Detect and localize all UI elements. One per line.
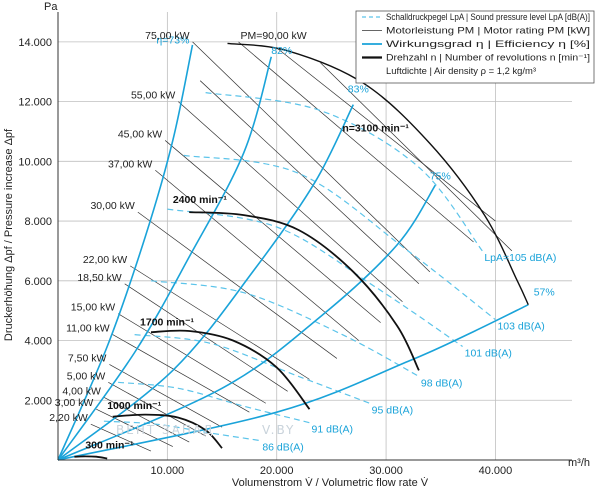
speed-label-3: 2400 min⁻¹: [173, 194, 227, 206]
power-label-11: 5,00 kW: [67, 370, 106, 382]
y-tick-label-0: 2.000: [24, 395, 52, 407]
efficiency-curve-0: [57, 44, 194, 461]
power-label-14: 2,20 kW: [49, 412, 88, 424]
legend-entry-4: Luftdichte | Air density ρ = 1,2 kg/m³: [386, 66, 536, 76]
efficiency-label-4: 57%: [534, 287, 555, 299]
efficiency-curves: [57, 44, 529, 461]
power-lines: [90, 41, 513, 452]
power-line-15: [276, 47, 496, 222]
power-line-2: [164, 140, 381, 323]
power-line-6: [124, 283, 288, 392]
sound-label-1: 103 dB(A): [497, 321, 544, 333]
y-tick-label-4: 10.000: [18, 156, 52, 168]
sound-label-0: LpA=105 dB(A): [484, 252, 556, 264]
efficiency-label-3: 75%: [430, 170, 451, 182]
power-line-8: [112, 334, 250, 413]
x-tick-label-1: 20.000: [260, 465, 294, 477]
power-line-17: [199, 80, 420, 285]
power-label-6: 22,00 kW: [83, 254, 127, 266]
power-line-4: [137, 211, 338, 359]
power-label-9: 11,00 kW: [66, 323, 110, 335]
x-tick-label-2: 30.000: [369, 465, 403, 477]
x-tick-label-0: 10.000: [151, 465, 185, 477]
power-label-7: 18,50 kW: [77, 272, 121, 284]
power-line-11: [103, 396, 190, 443]
y-tick-label-5: 12.000: [18, 97, 52, 109]
power-label-2: 55,00 kW: [131, 90, 175, 102]
efficiency-label-1: 82%: [271, 45, 292, 57]
speed-curves: [74, 42, 529, 460]
power-line-10: [108, 382, 206, 437]
speed-curve-1: [112, 413, 223, 449]
legend-entry-0: Schalldruckpegel LpA | Sound pressure le…: [386, 12, 590, 22]
axes: 10.000 20.000 30.000 40.000 2.000 4.000 6.000 8…: [18, 12, 572, 477]
sound-curve-1: [183, 154, 496, 321]
speed-curve-2: [150, 329, 311, 410]
power-label-3: 45,00 kW: [118, 128, 162, 140]
efficiency-curve-2: [57, 104, 355, 461]
speed-label-0: 300 min⁻¹: [85, 440, 134, 452]
sound-curve-6: [103, 420, 261, 442]
speed-label-4: n=3100 min⁻¹: [342, 122, 409, 134]
efficiency-curve-3: [57, 184, 436, 461]
y-tick-label-2: 6.000: [24, 276, 52, 288]
power-line-0: [192, 41, 431, 273]
sound-label-6: 86 dB(A): [262, 442, 303, 454]
power-line-1: [178, 101, 403, 302]
efficiency-curve-4: [57, 303, 529, 461]
power-line-16: [320, 62, 513, 252]
legend-entry-1: Motorleistung PM | Motor rating PM [kW]: [386, 26, 590, 36]
power-label-0: 75,00 kW: [145, 30, 189, 42]
watermark-2: V.BY: [262, 423, 295, 437]
y-tick-label-6: 14.000: [18, 37, 52, 49]
efficiency-label-0: η=73%: [156, 34, 189, 46]
x-tick-label-3: 40.000: [479, 465, 513, 477]
speed-curve-4: [227, 42, 529, 306]
power-label-12: 4,00 kW: [62, 385, 101, 397]
speed-curve-0: [74, 455, 108, 460]
power-label-13: 3,00 kW: [55, 397, 94, 409]
sound-label-5: 91 dB(A): [312, 424, 353, 436]
power-line-9: [109, 364, 223, 428]
sound-label-2: 101 dB(A): [465, 348, 512, 360]
sound-label-4: 95 dB(A): [372, 404, 413, 416]
efficiency-label-2: 83%: [348, 84, 369, 96]
y-unit: Pa: [44, 1, 58, 13]
legend-box: [355, 10, 595, 84]
labels: 300 min⁻¹ 1000 min⁻¹ 1700 min⁻¹ 2400 min⁻¹ n…: [49, 30, 556, 454]
power-label-10: 7,50 kW: [68, 352, 107, 364]
x-unit: m³/h: [568, 457, 590, 469]
y-axis-title: Druckerhöhung Δpf / Pressure increase Δp…: [3, 128, 15, 341]
power-label-5: 30,00 kW: [90, 200, 134, 212]
power-line-7: [117, 313, 266, 404]
efficiency-curve-1: [57, 56, 273, 461]
power-line-14: [238, 41, 474, 243]
speed-label-1: 1000 min⁻¹: [107, 400, 161, 412]
y-tick-label-3: 8.000: [24, 216, 52, 228]
speed-curve-3: [189, 211, 420, 371]
x-axis-title: Volumenstrom V̇ / Volumetric flow rate V…: [232, 476, 429, 489]
power-label-1: PM=90,00 kW: [240, 30, 306, 42]
y-tick-label-1: 4.000: [24, 336, 52, 348]
power-label-4: 37,00 kW: [108, 158, 152, 170]
legend: Schalldruckpegel LpA | Sound pressure le…: [355, 10, 595, 84]
speed-label-2: 1700 min⁻¹: [140, 317, 194, 329]
sound-curve-3: [150, 280, 420, 377]
power-label-8: 15,00 kW: [71, 302, 115, 314]
sound-curve-0: [205, 92, 483, 252]
legend-entry-2: Wirkungsgrad η | Efficiency η [%]: [386, 39, 590, 49]
legend-entry-3: Drehzahl n | Number of revolutions n [mi…: [386, 53, 590, 63]
sound-label-3: 98 dB(A): [421, 377, 462, 389]
watermark: ВЕНТ ЗАПАД: [116, 423, 215, 437]
power-line-5: [129, 265, 310, 380]
